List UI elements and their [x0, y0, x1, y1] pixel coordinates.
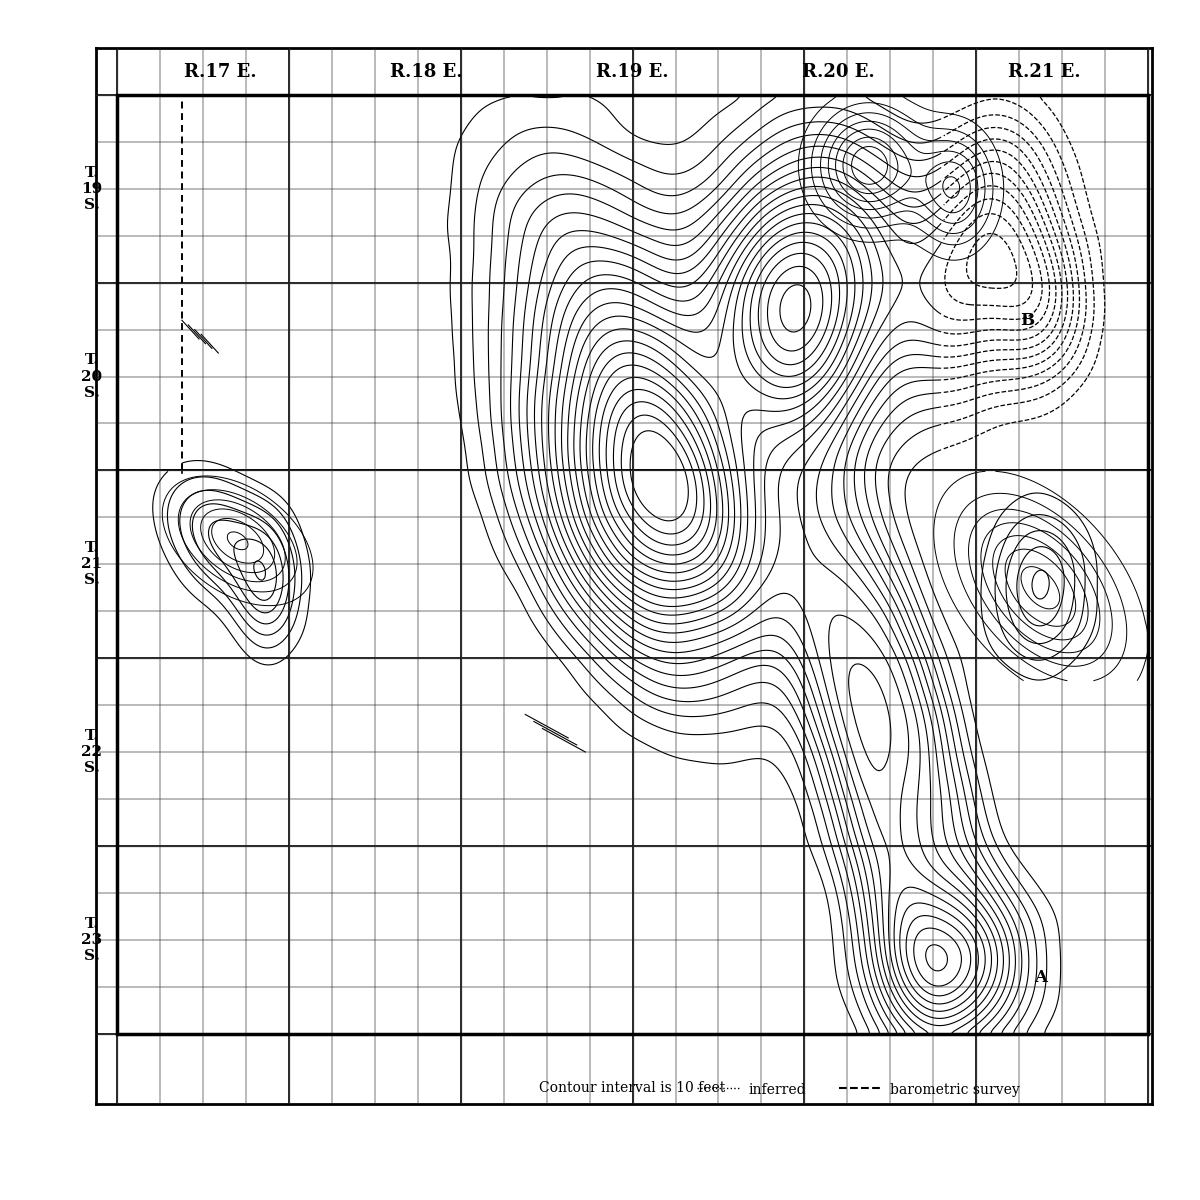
- Text: T.
21
S.: T. 21 S.: [82, 541, 102, 588]
- Text: R.17 E.: R.17 E.: [184, 62, 257, 80]
- Text: B: B: [1020, 312, 1034, 329]
- Text: Contour interval is 10 feet: Contour interval is 10 feet: [540, 1080, 726, 1094]
- Text: T.
23
S.: T. 23 S.: [82, 917, 102, 962]
- Text: R.18 E.: R.18 E.: [390, 62, 463, 80]
- Text: inferred: inferred: [749, 1082, 806, 1097]
- Text: T.
22
S.: T. 22 S.: [82, 728, 102, 775]
- Text: R.20 E.: R.20 E.: [803, 62, 875, 80]
- Text: A: A: [1034, 968, 1046, 985]
- Text: R.21 E.: R.21 E.: [1008, 62, 1081, 80]
- Text: barometric survey: barometric survey: [890, 1082, 1020, 1097]
- Text: T.
19
S.: T. 19 S.: [82, 166, 102, 212]
- Bar: [118, 95, 1147, 1033]
- Text: T.
20
S.: T. 20 S.: [82, 353, 102, 400]
- Text: R.19 E.: R.19 E.: [596, 62, 668, 80]
